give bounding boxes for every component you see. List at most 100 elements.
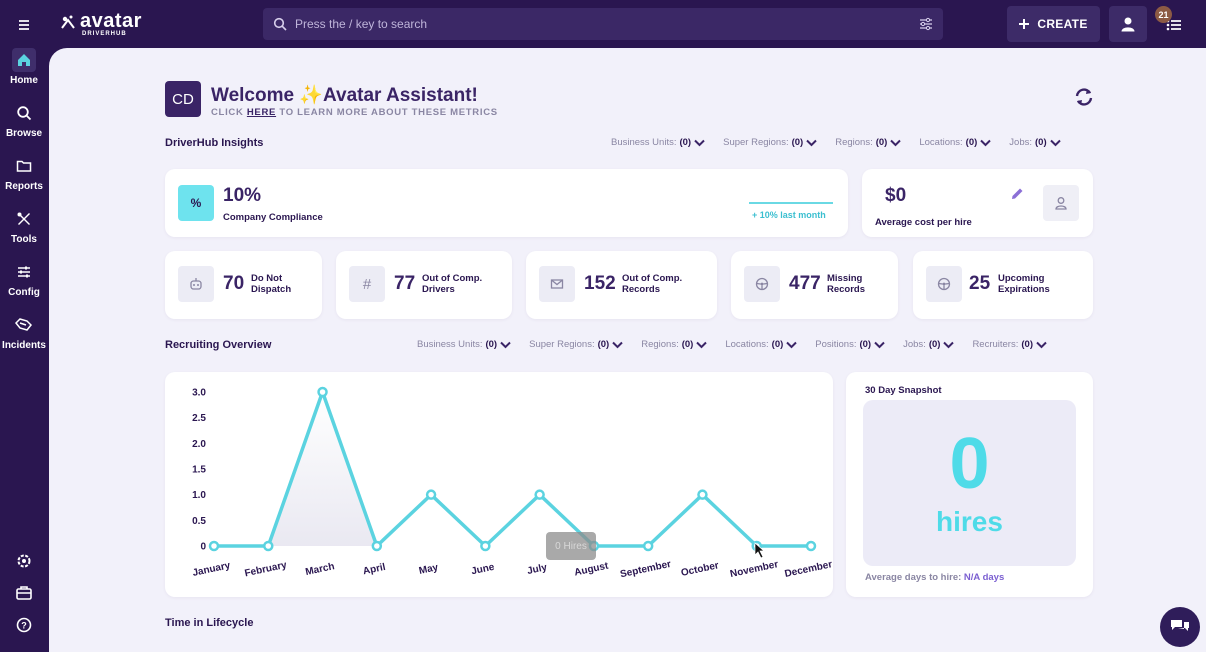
filter-positions[interactable]: Positions: (0) [815,339,885,350]
metric-label-line: Missing [827,273,863,284]
mail-icon [539,266,575,302]
percent-icon: % [178,185,214,221]
recruiting-filters: Business Units: (0) Super Regions: (0) Reg… [417,339,1047,350]
help-icon[interactable]: ? [14,615,34,635]
data-point[interactable] [263,540,274,552]
filter-regions[interactable]: Regions: (0) [835,137,902,148]
page-title: Welcome ✨Avatar Assistant! [211,85,478,106]
metric-label-line: Out of Comp. [422,273,483,284]
data-point[interactable] [425,489,437,500]
filter-label: Jobs: [903,339,926,350]
metric-value: 477 [789,273,821,294]
chart-tooltip: 0 Hires [546,532,596,560]
data-point[interactable] [480,540,491,552]
main-content: CD Welcome ✨Avatar Assistant! CLICK HERE… [49,48,1206,652]
y-tick-label: 0.5 [192,516,206,527]
filter-locations[interactable]: Locations: (0) [725,339,797,350]
sidebar: Home Browse Reports Tools Config Inciden… [0,40,48,652]
snapshot-title: 30 Day Snapshot [865,385,942,396]
person-button[interactable] [1043,185,1079,221]
avatar: CD [165,81,201,117]
user-button[interactable] [1109,6,1147,42]
briefcase-icon[interactable] [14,583,34,603]
sidebar-item-reports[interactable]: Reports [0,154,48,192]
metric-label: Upcoming Expirations [998,273,1050,295]
metric-card-upcoming-expirations[interactable]: 25 Upcoming Expirations [913,251,1093,319]
data-point[interactable] [208,540,220,552]
filter-super-regions[interactable]: Super Regions: (0) [529,339,623,350]
data-point[interactable] [317,386,328,398]
steering-wheel-icon [926,266,962,302]
x-tick-label: April [362,562,387,578]
chat-button[interactable] [1160,607,1200,647]
data-point[interactable] [534,489,545,500]
notification-badge[interactable]: 21 [1155,6,1172,23]
welcome-sub-suffix: TO LEARN MORE ABOUT THESE METRICS [276,107,498,118]
metric-card-missing-records[interactable]: 477 Missing Records [731,251,898,319]
user-icon [1121,17,1135,32]
menu-icon[interactable] [14,15,34,35]
sidebar-item-label: Home [10,75,38,86]
logo-text: avatar [80,10,142,32]
filter-business-units[interactable]: Business Units: (0) [417,339,511,350]
filter-label: Regions: [835,137,873,148]
create-button[interactable]: CREATE [1007,6,1100,42]
y-tick-label: 2.0 [192,439,206,450]
metric-label-line: Out of Comp. [622,273,683,284]
metric-card-out-of-comp-records[interactable]: 152 Out of Comp. Records [526,251,717,319]
robot-icon [178,266,214,302]
learn-more-link[interactable]: HERE [246,107,277,118]
compliance-trend: + 10% last month [752,210,826,220]
filter-count: (0) [679,137,692,148]
sidebar-item-config[interactable]: Config [0,260,48,298]
x-tick-label: May [418,562,440,577]
filter-label: Locations: [725,339,769,350]
data-point[interactable] [805,540,817,552]
refresh-icon[interactable] [1073,86,1095,108]
edit-icon[interactable] [1009,186,1025,202]
filter-count: (0) [965,137,978,148]
metric-label-line: Records [827,284,866,295]
filter-business-units[interactable]: Business Units: (0) [611,137,705,148]
search-icon [12,101,36,125]
search-bar[interactable] [263,8,943,40]
filter-jobs[interactable]: Jobs: (0) [1009,137,1061,148]
data-point[interactable] [697,489,708,500]
person-icon [1055,197,1067,210]
data-point[interactable] [371,540,383,552]
compliance-card: % 10% Company Compliance + 10% last mont… [165,169,848,237]
peak-area [268,392,377,546]
metric-card-out-of-comp-drivers[interactable]: # 77 Out of Comp. Drivers [336,251,512,319]
compliance-label: Company Compliance [223,212,323,223]
y-tick-label: 2.5 [192,413,206,424]
y-tick-label: 1.5 [192,465,206,476]
chevron-down-icon [874,341,885,348]
filter-label: Business Units: [417,339,483,350]
filter-count: (0) [1035,137,1047,148]
snapshot-footer-value: N/A days [963,572,1005,583]
filter-sliders-icon[interactable] [919,17,933,31]
search-input[interactable] [295,17,919,31]
sidebar-item-tools[interactable]: Tools [0,207,48,245]
svg-text:?: ? [21,621,27,631]
recruiting-title: Recruiting Overview [165,339,272,351]
data-point[interactable] [642,540,654,552]
compliance-value: 10% [223,185,262,206]
filter-locations[interactable]: Locations: (0) [919,137,991,148]
filter-super-regions[interactable]: Super Regions: (0) [723,137,817,148]
snapshot-card: 30 Day Snapshot 0 hires Average days to … [846,372,1093,597]
filter-recruiters[interactable]: Recruiters: (0) [972,339,1047,350]
sidebar-item-browse[interactable]: Browse [0,101,48,139]
search-icon [273,17,287,31]
home-icon [12,48,36,72]
filter-jobs[interactable]: Jobs: (0) [903,339,955,350]
cost-per-hire-card: $0 Average cost per hire [862,169,1093,237]
logo[interactable]: avatar DRIVERHUB [60,10,142,37]
sidebar-item-home[interactable]: Home [0,48,48,86]
x-tick-label: September [619,559,672,581]
metric-label-line: Expirations [998,284,1050,295]
filter-regions[interactable]: Regions: (0) [641,339,708,350]
metric-card-do-not-dispatch[interactable]: 70 Do Not Dispatch [165,251,322,319]
sidebar-item-incidents[interactable]: Incidents [0,313,48,351]
settings-icon[interactable] [14,551,34,571]
